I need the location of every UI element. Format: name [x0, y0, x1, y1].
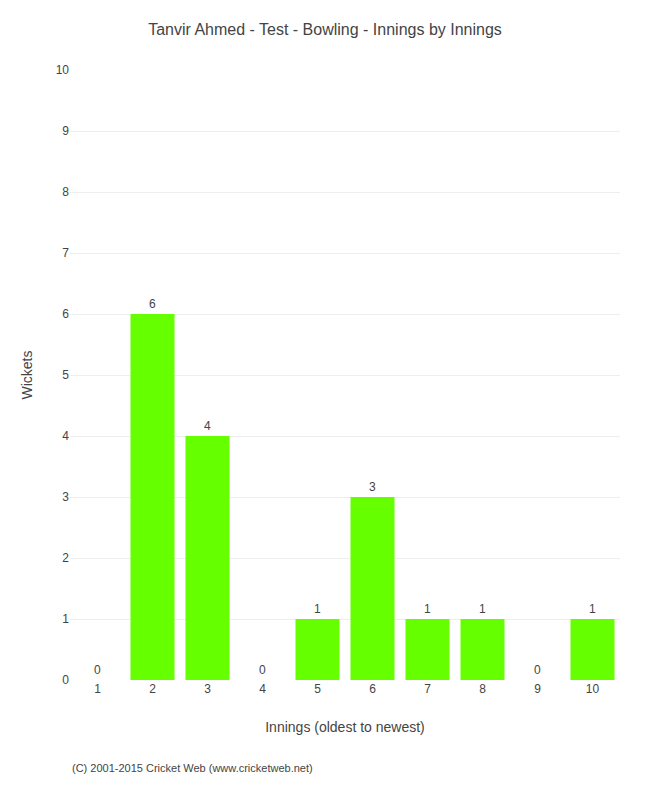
- svg-text:0: 0: [62, 673, 69, 687]
- svg-text:7: 7: [424, 682, 431, 696]
- svg-text:6: 6: [149, 297, 156, 311]
- svg-text:0: 0: [534, 663, 541, 677]
- svg-text:8: 8: [62, 185, 69, 199]
- svg-text:6: 6: [62, 307, 69, 321]
- svg-text:0: 0: [94, 663, 101, 677]
- svg-text:Innings (oldest to newest): Innings (oldest to newest): [265, 719, 425, 735]
- svg-text:4: 4: [62, 429, 69, 443]
- svg-text:10: 10: [586, 682, 600, 696]
- svg-text:1: 1: [314, 602, 321, 616]
- svg-text:8: 8: [479, 682, 486, 696]
- svg-text:6: 6: [369, 682, 376, 696]
- svg-text:10: 10: [56, 63, 70, 77]
- svg-text:5: 5: [314, 682, 321, 696]
- svg-text:Tanvir Ahmed - Test - Bowling: Tanvir Ahmed - Test - Bowling - Innings …: [148, 21, 502, 38]
- svg-text:2: 2: [149, 682, 156, 696]
- svg-text:1: 1: [479, 602, 486, 616]
- svg-text:9: 9: [534, 682, 541, 696]
- svg-text:Wickets: Wickets: [19, 351, 35, 400]
- svg-text:0: 0: [259, 663, 266, 677]
- svg-text:3: 3: [369, 480, 376, 494]
- svg-text:4: 4: [204, 419, 211, 433]
- svg-text:1: 1: [424, 602, 431, 616]
- svg-text:9: 9: [62, 124, 69, 138]
- svg-text:1: 1: [94, 682, 101, 696]
- svg-text:2: 2: [62, 551, 69, 565]
- svg-text:4: 4: [259, 682, 266, 696]
- svg-text:3: 3: [62, 490, 69, 504]
- svg-text:3: 3: [204, 682, 211, 696]
- svg-text:1: 1: [589, 602, 596, 616]
- svg-text:(C) 2001-2015 Cricket Web (www: (C) 2001-2015 Cricket Web (www.cricketwe…: [72, 762, 313, 774]
- svg-text:5: 5: [62, 368, 69, 382]
- svg-text:1: 1: [62, 612, 69, 626]
- svg-text:7: 7: [62, 246, 69, 260]
